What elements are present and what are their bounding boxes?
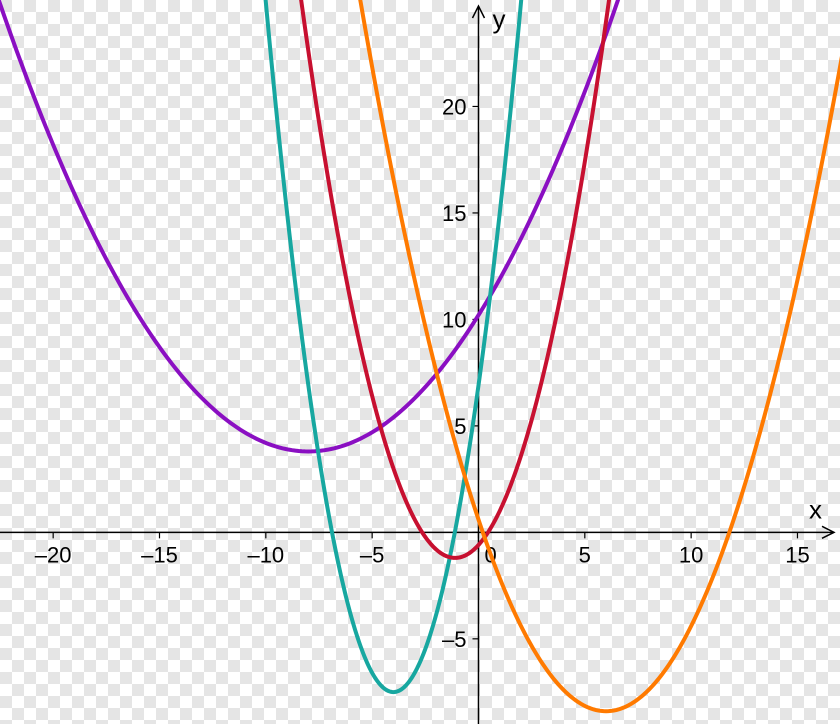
- y-tick-label: 10: [442, 307, 466, 332]
- y-tick-label: 5: [454, 414, 466, 439]
- x-tick-label: –15: [141, 542, 178, 567]
- x-tick-label: 15: [785, 542, 809, 567]
- y-tick-label: 20: [442, 94, 466, 119]
- checker-bg: [0, 0, 840, 724]
- y-axis-label: y: [492, 4, 505, 34]
- chart-svg: –20–15–10–5051015–55101520xy: [0, 0, 840, 724]
- x-tick-label: –5: [360, 542, 384, 567]
- x-tick-label: 5: [579, 542, 591, 567]
- parabola-chart: –20–15–10–5051015–55101520xy: [0, 0, 840, 724]
- x-axis-label: x: [809, 494, 822, 524]
- x-tick-label: 10: [679, 542, 703, 567]
- x-tick-label: –10: [247, 542, 284, 567]
- y-tick-label: –5: [442, 627, 466, 652]
- y-tick-label: 15: [442, 201, 466, 226]
- x-tick-label: –20: [35, 542, 72, 567]
